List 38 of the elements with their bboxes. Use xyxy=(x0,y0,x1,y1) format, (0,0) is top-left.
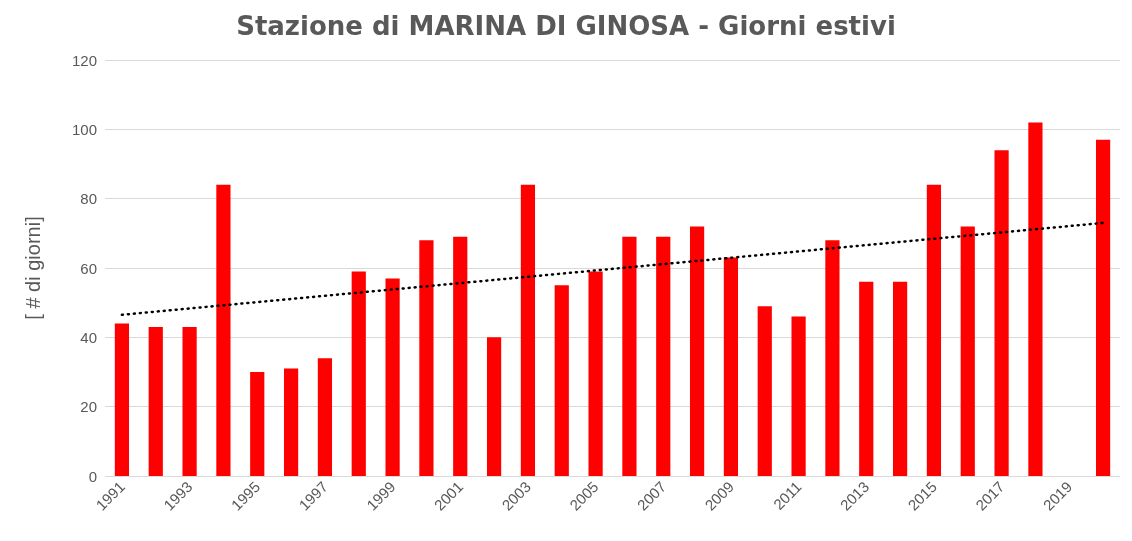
bar xyxy=(419,240,434,476)
chart-title: Stazione di MARINA DI GINOSA - Giorni estivi xyxy=(236,11,896,41)
y-tick-label: 80 xyxy=(80,190,97,208)
bar xyxy=(385,278,400,476)
bar xyxy=(1095,139,1111,476)
y-tick-label: 60 xyxy=(80,259,97,277)
bar xyxy=(994,150,1009,476)
bar xyxy=(554,285,569,476)
bar xyxy=(148,326,163,476)
bar xyxy=(317,358,333,476)
bar xyxy=(114,323,130,476)
bar xyxy=(723,257,739,476)
y-tick-label: 0 xyxy=(88,467,97,485)
bar xyxy=(656,236,671,476)
y-tick-label: 120 xyxy=(71,51,97,69)
bar xyxy=(283,368,299,476)
y-tick-label: 20 xyxy=(80,398,97,416)
bar xyxy=(486,337,502,476)
bar xyxy=(1028,122,1043,476)
bar xyxy=(453,236,468,476)
bar xyxy=(960,226,975,476)
bar xyxy=(689,226,705,476)
bar xyxy=(892,281,908,476)
bar xyxy=(520,184,536,476)
bar xyxy=(250,372,265,476)
bar xyxy=(757,306,772,476)
bar xyxy=(588,271,603,476)
bar xyxy=(791,316,806,476)
bar xyxy=(926,184,942,476)
bar xyxy=(351,271,366,476)
bar xyxy=(216,184,231,476)
bar xyxy=(859,281,874,476)
bar xyxy=(825,240,840,476)
bar xyxy=(182,326,197,476)
y-tick-label: 40 xyxy=(80,328,97,346)
y-tick-label: 100 xyxy=(71,120,97,138)
y-axis-title: [ # di giorni] xyxy=(22,216,44,320)
bar xyxy=(622,236,637,476)
